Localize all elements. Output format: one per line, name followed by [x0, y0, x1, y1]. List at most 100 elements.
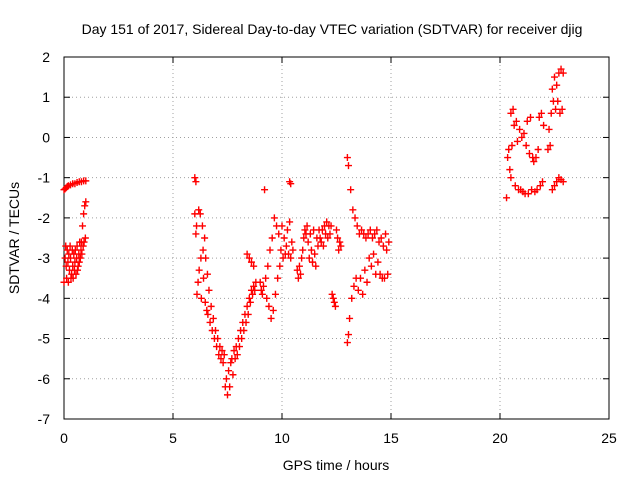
data-point	[534, 146, 542, 154]
data-point	[293, 266, 301, 274]
data-point	[380, 274, 388, 282]
data-point	[361, 266, 369, 274]
data-point	[63, 183, 71, 191]
data-point	[319, 242, 327, 250]
data-point	[327, 222, 335, 230]
data-point	[250, 262, 258, 270]
y-tick-label: -5	[38, 331, 51, 347]
data-point	[203, 306, 211, 314]
data-point	[245, 254, 253, 262]
data-point	[193, 290, 201, 298]
data-point	[343, 339, 351, 347]
data-point	[346, 314, 354, 322]
data-point	[280, 234, 288, 242]
data-point	[511, 182, 519, 190]
data-point	[551, 73, 558, 81]
data-point	[249, 290, 257, 298]
data-point	[509, 105, 517, 113]
data-point	[365, 254, 373, 262]
data-point	[262, 274, 270, 282]
data-points	[60, 65, 567, 399]
data-point	[198, 222, 206, 230]
data-point	[306, 230, 314, 238]
data-point	[506, 166, 514, 174]
data-point	[231, 355, 239, 363]
data-point	[354, 286, 362, 294]
data-point	[285, 250, 293, 258]
data-point	[344, 331, 352, 339]
data-point	[193, 222, 201, 230]
data-point	[225, 367, 233, 375]
axis-ticks: 0 5 10 15 20 25 -7 -6 -5 -4 -3 -2 -1 0 1 2	[38, 49, 617, 446]
x-tick-label: 5	[169, 430, 177, 446]
data-point	[384, 270, 392, 278]
data-point	[75, 258, 83, 266]
data-point	[264, 262, 272, 270]
data-point	[558, 105, 566, 113]
data-point	[246, 298, 254, 306]
data-point	[309, 258, 317, 266]
data-point	[81, 234, 89, 242]
data-point	[79, 242, 87, 250]
data-point	[229, 371, 237, 379]
data-point	[240, 327, 248, 335]
data-point	[77, 246, 85, 254]
data-point	[304, 238, 312, 246]
data-point	[347, 186, 355, 194]
data-point	[371, 230, 379, 238]
data-point	[299, 246, 307, 254]
data-point	[294, 274, 302, 282]
data-point	[318, 226, 326, 234]
data-point	[504, 154, 512, 162]
data-point	[274, 274, 282, 282]
data-point	[523, 117, 531, 125]
data-point	[537, 109, 545, 117]
data-point	[373, 226, 381, 234]
data-point	[358, 226, 366, 234]
data-point	[383, 246, 391, 254]
data-point	[282, 242, 290, 250]
data-point	[202, 254, 210, 262]
data-point	[366, 226, 374, 234]
x-tick-label: 25	[601, 430, 617, 446]
data-point	[250, 282, 258, 290]
data-point	[279, 254, 287, 262]
data-point	[271, 290, 279, 298]
data-point	[66, 242, 74, 250]
data-point	[201, 234, 209, 242]
data-point	[247, 258, 255, 266]
data-point	[330, 298, 338, 306]
data-point	[209, 314, 217, 322]
data-point	[195, 266, 203, 274]
y-tick-label: -6	[38, 371, 51, 387]
data-point	[244, 310, 252, 318]
data-point	[350, 282, 358, 290]
data-point	[324, 234, 332, 242]
data-point	[82, 177, 90, 185]
data-point	[508, 141, 516, 149]
data-point	[275, 230, 283, 238]
data-point	[64, 258, 72, 266]
data-point	[334, 234, 342, 242]
data-point	[544, 146, 552, 154]
data-point	[305, 254, 313, 262]
data-point	[295, 262, 303, 270]
data-point	[197, 294, 205, 302]
data-point	[289, 246, 297, 254]
data-point	[303, 222, 311, 230]
chart-title: Day 151 of 2017, Sidereal Day-to-day VTE…	[82, 21, 583, 37]
data-point	[263, 294, 271, 302]
data-point	[503, 194, 511, 202]
data-point	[559, 69, 567, 77]
y-tick-label: -2	[38, 210, 51, 226]
data-point	[286, 218, 294, 226]
data-point	[245, 294, 253, 302]
data-point	[261, 186, 269, 194]
data-point	[217, 355, 225, 363]
data-point	[257, 286, 265, 294]
data-point	[364, 230, 372, 238]
data-point	[192, 230, 200, 238]
data-point	[539, 178, 547, 186]
data-point	[276, 262, 284, 270]
data-point	[356, 274, 364, 282]
